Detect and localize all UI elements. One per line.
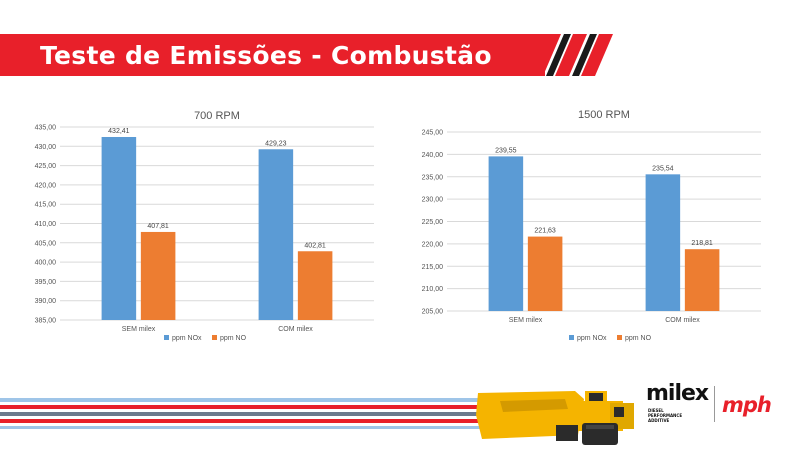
y-tick-label: 435,00 xyxy=(35,125,57,132)
stripe-black-2 xyxy=(572,34,597,76)
data-label: 235,54 xyxy=(652,165,674,172)
mining-truck-icon xyxy=(476,391,634,445)
y-tick-label: 235,00 xyxy=(422,174,444,181)
bar-ppm-nox xyxy=(645,174,681,311)
page-title: Teste de Emissões - Combustão xyxy=(40,41,492,70)
y-tick-label: 385,00 xyxy=(35,318,57,325)
y-tick-label: 400,00 xyxy=(35,260,57,267)
bar-ppm-no xyxy=(527,236,563,311)
stripe-red-1 xyxy=(527,34,561,76)
legend-swatch xyxy=(212,335,217,340)
mph-logo: mph xyxy=(722,393,772,417)
bar-ppm-nox xyxy=(258,149,294,320)
bar-ppm-nox xyxy=(101,136,137,320)
y-tick-label: 230,00 xyxy=(422,197,444,204)
footer-stripe-slate xyxy=(0,412,480,416)
y-tick-label: 215,00 xyxy=(422,264,444,271)
x-tick-label: COM milex xyxy=(665,317,700,324)
footer-stripe-blue-2 xyxy=(0,426,480,429)
stripe-black-1 xyxy=(546,34,571,76)
data-label: 218,81 xyxy=(691,240,713,247)
y-tick-label: 245,00 xyxy=(422,130,444,137)
legend-label: ppm NOx xyxy=(172,335,202,342)
y-tick-label: 420,00 xyxy=(35,182,57,189)
y-tick-label: 410,00 xyxy=(35,221,57,228)
milex-logo: milex xyxy=(646,381,709,406)
y-tick-label: 405,00 xyxy=(35,240,57,247)
stripe-red-2 xyxy=(555,34,587,76)
y-tick-label: 210,00 xyxy=(422,286,444,293)
legend-label: ppm NOx xyxy=(577,335,607,342)
chart-title: 700 RPM xyxy=(194,110,240,122)
y-tick-label: 205,00 xyxy=(422,309,444,316)
y-tick-label: 220,00 xyxy=(422,241,444,248)
x-tick-label: COM milex xyxy=(278,326,313,333)
brand-name: milex xyxy=(646,381,709,406)
data-label: 407,81 xyxy=(147,223,169,230)
footer-decoration xyxy=(0,391,634,445)
footer-stripe-red-1 xyxy=(0,405,480,409)
legend-label: ppm NO xyxy=(220,335,247,342)
y-tick-label: 395,00 xyxy=(35,279,57,286)
chart-1500-rpm: 1500 RPM 205,00 210,00 215,00 220,00 225,00 23… xyxy=(422,109,761,342)
legend-swatch xyxy=(617,335,622,340)
bar-ppm-nox xyxy=(488,156,524,311)
data-label: 239,55 xyxy=(495,147,517,154)
bar-ppm-no xyxy=(140,231,176,320)
chart-700-rpm: 700 RPM 385,00 390,00 395,00 400,00 405,00 410… xyxy=(35,110,374,342)
data-label: 221,63 xyxy=(534,228,556,235)
y-tick-label: 225,00 xyxy=(422,219,444,226)
y-tick-label: 390,00 xyxy=(35,298,57,305)
y-tick-label: 240,00 xyxy=(422,152,444,159)
bar-ppm-no xyxy=(684,249,720,311)
data-label: 432,41 xyxy=(108,128,130,135)
footer-stripe-blue-1 xyxy=(0,398,480,402)
logo-divider xyxy=(714,386,715,422)
data-label: 402,81 xyxy=(304,242,326,249)
legend-label: ppm NO xyxy=(625,335,652,342)
x-tick-label: SEM milex xyxy=(509,317,543,324)
y-tick-label: 430,00 xyxy=(35,144,57,151)
x-tick-label: SEM milex xyxy=(122,326,156,333)
milex-tagline: DIESEL PERFORMANCE ADDITIVE xyxy=(648,408,683,423)
y-tick-label: 425,00 xyxy=(35,163,57,170)
banner-stripes xyxy=(527,34,613,76)
data-label: 429,23 xyxy=(265,140,287,147)
chart-title: 1500 RPM xyxy=(578,109,630,121)
y-tick-label: 415,00 xyxy=(35,202,57,209)
bar-ppm-no xyxy=(297,251,333,320)
title-banner xyxy=(0,34,545,76)
legend-swatch xyxy=(569,335,574,340)
stripe-red-3 xyxy=(581,34,613,76)
legend-swatch xyxy=(164,335,169,340)
footer-stripe-red-2 xyxy=(0,419,480,423)
